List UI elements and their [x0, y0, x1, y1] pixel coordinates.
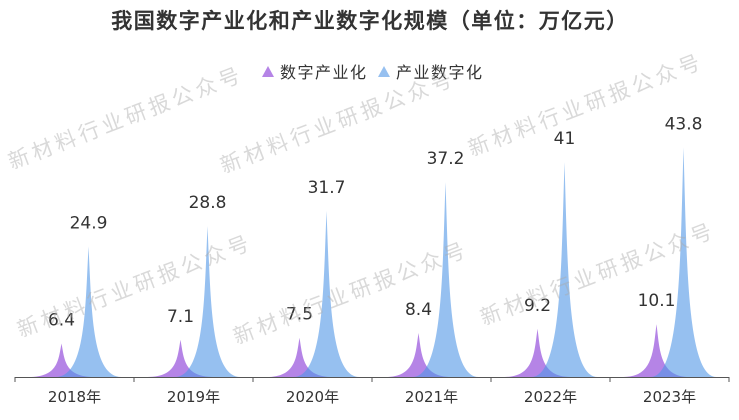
legend-triangle-icon-series-1 — [262, 66, 274, 77]
value-label-series-2-cat-5: 41 — [554, 129, 576, 149]
x-axis-label: 2018年 — [48, 388, 101, 406]
legend-item-series-2: 产业数字化 — [378, 63, 484, 82]
value-label-series-2-cat-2: 28.8 — [189, 193, 227, 213]
value-labels: 6.4 7.1 7.5 8.4 9.2 10.1 24.9 28.8 31.7 37.2 41 43.… — [48, 114, 702, 330]
bar-series-1-cat-4 — [385, 332, 452, 377]
series-2-bars — [55, 147, 717, 377]
x-axis-label: 2023年 — [643, 388, 696, 406]
watermark-text-1: 新材料行业研报公众号 — [5, 62, 247, 174]
x-axis-labels: 2018年 2019年 2020年 2021年 2022年 2023年 — [48, 388, 696, 406]
bar-series-2-cat-4 — [412, 182, 479, 377]
x-axis-ticks — [14, 377, 730, 382]
value-label-series-2-cat-1: 24.9 — [70, 214, 108, 234]
bar-series-1-cat-3 — [266, 337, 333, 377]
bar-series-2-cat-3 — [293, 210, 360, 377]
value-label-series-2-cat-4: 37.2 — [427, 149, 465, 169]
bar-series-1-cat-2 — [147, 339, 214, 377]
series-1-bars — [28, 324, 690, 377]
value-label-series-1-cat-1: 6.4 — [48, 310, 75, 330]
watermark-text-4: 新材料行业研报公众号 — [14, 230, 256, 342]
bar-series-1-cat-6 — [623, 324, 690, 377]
value-label-series-1-cat-3: 7.5 — [286, 305, 313, 325]
value-label-series-1-cat-2: 7.1 — [167, 307, 194, 327]
value-label-series-1-cat-6: 10.1 — [638, 291, 676, 311]
plot-area — [28, 147, 717, 377]
watermark-text-5: 新材料行业研报公众号 — [230, 237, 472, 349]
x-axis-label: 2019年 — [167, 388, 220, 406]
x-axis: 2018年 2019年 2020年 2021年 2022年 2023年 — [14, 377, 730, 406]
bar-series-2-cat-5 — [531, 162, 598, 377]
x-axis-label: 2020年 — [286, 388, 339, 406]
value-label-series-1-cat-4: 8.4 — [405, 300, 432, 320]
legend-label-series-1: 数字产业化 — [280, 63, 368, 82]
bar-series-1-cat-1 — [28, 343, 95, 377]
bar-series-2-cat-2 — [174, 226, 241, 377]
bar-series-1-cat-5 — [504, 328, 571, 377]
chart-title: 我国数字产业化和产业数字化规模（单位：万亿元） — [111, 9, 629, 33]
value-label-series-2-cat-3: 31.7 — [308, 178, 346, 198]
x-axis-label: 2021年 — [405, 388, 458, 406]
value-label-series-2-cat-6: 43.8 — [665, 114, 703, 134]
watermarks: 新材料行业研报公众号 新材料行业研报公众号 新材料行业研报公众号 新材料行业研报… — [5, 49, 719, 349]
watermark-text-2: 新材料行业研报公众号 — [217, 66, 459, 178]
bar-series-2-cat-1 — [55, 246, 122, 377]
watermark-text-3: 新材料行业研报公众号 — [465, 49, 707, 161]
legend-label-series-2: 产业数字化 — [396, 63, 484, 82]
bar-series-2-cat-6 — [650, 147, 717, 377]
legend-item-series-1: 数字产业化 — [262, 63, 368, 82]
value-label-series-1-cat-5: 9.2 — [524, 296, 551, 316]
legend-triangle-icon-series-2 — [378, 66, 390, 77]
legend: 数字产业化 产业数字化 — [262, 63, 484, 82]
x-axis-label: 2022年 — [524, 388, 577, 406]
